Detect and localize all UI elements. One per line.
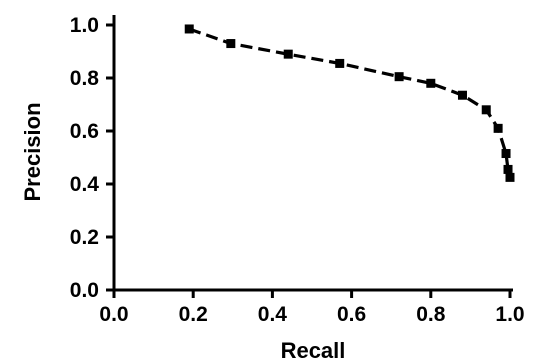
- data-point-marker: [501, 149, 511, 159]
- y-tick-label: 0.2: [70, 226, 99, 249]
- y-tick-label: 0.4: [70, 173, 100, 196]
- x-tick-label: 0.6: [337, 303, 366, 326]
- y-ticks: 0.0 0.2 0.4 0.6 0.8 1.0: [70, 14, 114, 302]
- y-tick-label: 1.0: [70, 14, 99, 37]
- y-tick-label: 0.0: [70, 279, 99, 302]
- data-point-marker: [426, 78, 436, 88]
- data-point-marker: [457, 90, 467, 100]
- data-point-marker: [394, 72, 404, 82]
- data-point-marker: [493, 123, 503, 133]
- x-tick-label: 0.4: [258, 303, 288, 326]
- data-point-marker: [503, 164, 513, 174]
- data-point-marker: [481, 105, 491, 115]
- data-point-marker: [283, 49, 293, 59]
- data-point-marker: [335, 58, 345, 68]
- x-tick-label: 1.0: [495, 303, 524, 326]
- y-tick-label: 0.8: [70, 67, 100, 90]
- x-tick-label: 0.8: [416, 303, 446, 326]
- y-tick-label: 0.6: [70, 120, 99, 143]
- data-point-marker: [184, 24, 194, 34]
- data-point-marker: [505, 172, 515, 182]
- y-axis-title: Precision: [20, 102, 45, 201]
- x-tick-label: 0.0: [99, 303, 128, 326]
- series-line-path: [188, 27, 512, 178]
- x-axis-title: Recall: [281, 338, 346, 363]
- x-tick-label: 0.2: [179, 303, 208, 326]
- x-ticks: 0.0 0.2 0.4 0.6 0.8 1.0: [99, 290, 525, 326]
- series-line: [188, 27, 512, 178]
- data-point-marker: [226, 39, 236, 49]
- axes: [112, 15, 513, 292]
- series-markers: [184, 24, 515, 182]
